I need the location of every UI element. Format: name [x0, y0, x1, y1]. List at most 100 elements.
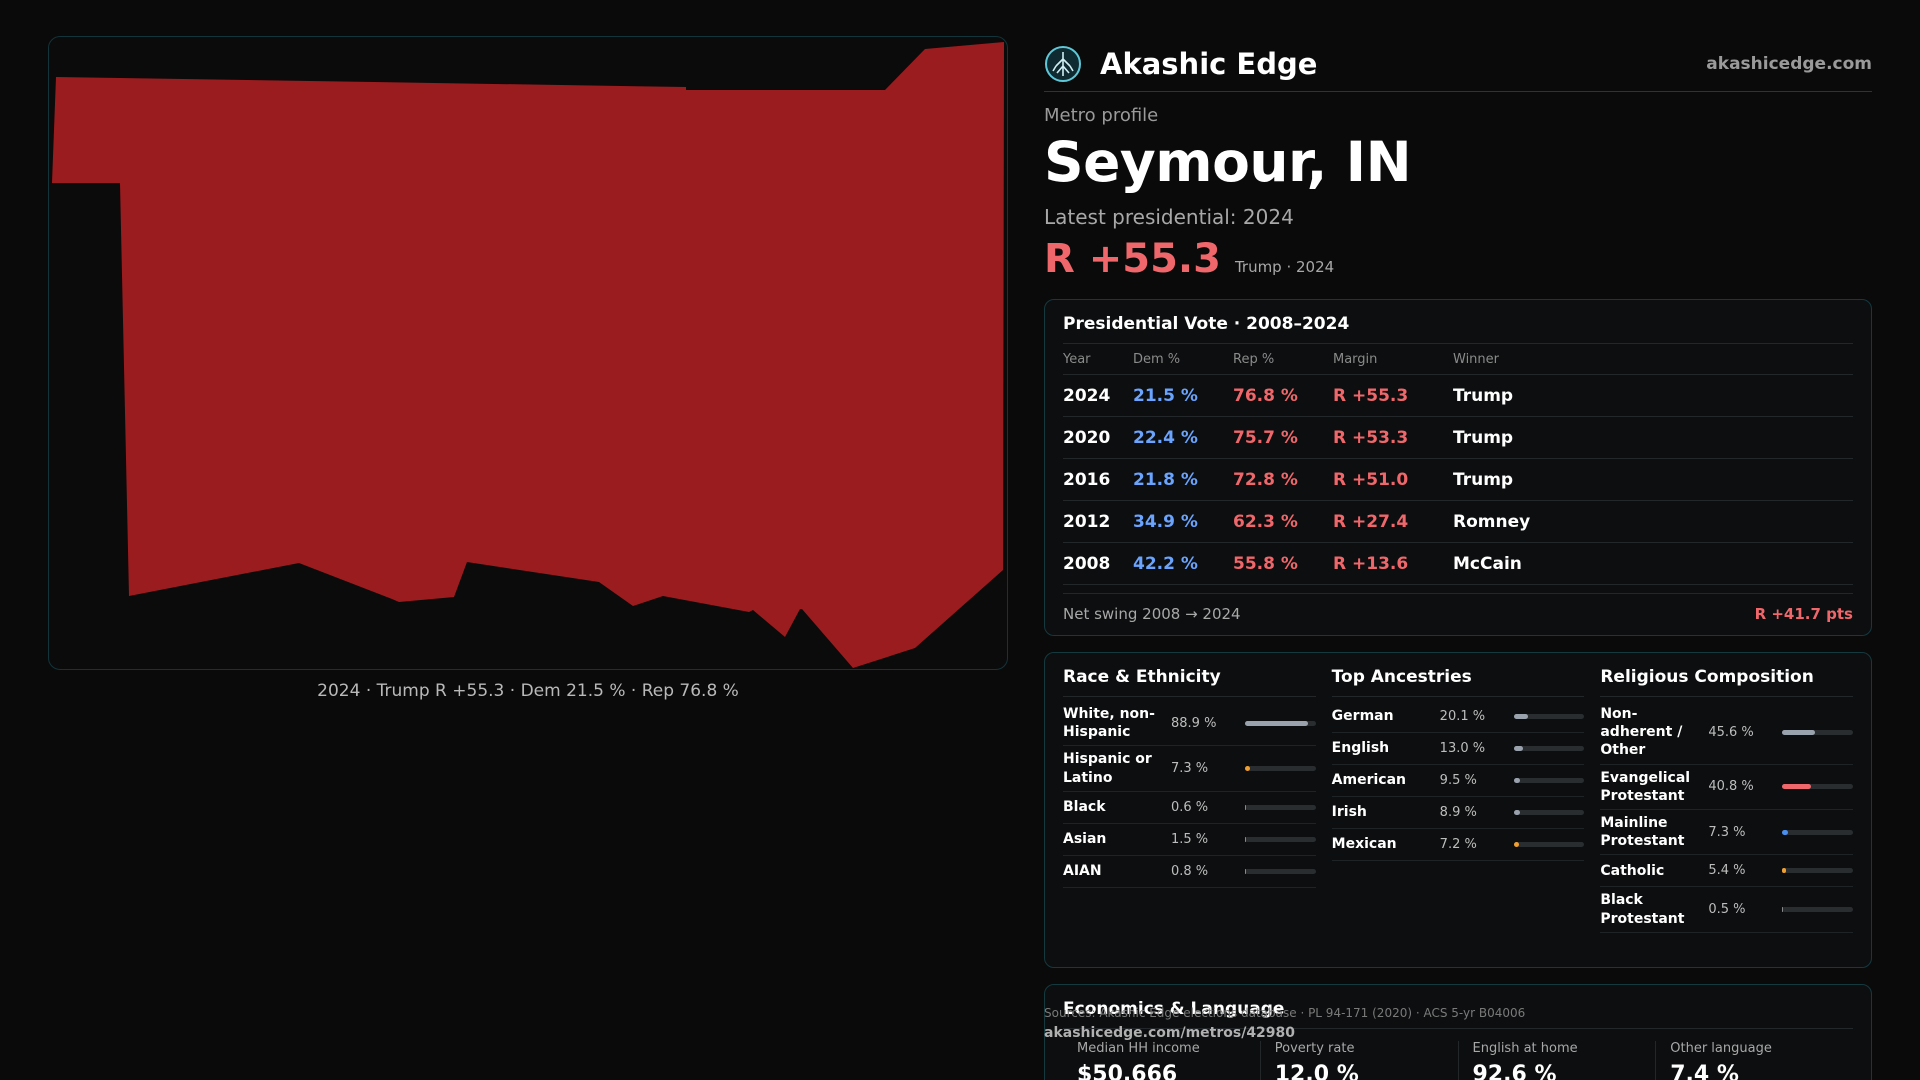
brand-url-link[interactable]: akashicedge.com — [1706, 53, 1872, 74]
table-row: 2016 21.8 % 72.8 % R +51.0 Trump — [1063, 459, 1853, 501]
item-value: 20.1 % — [1439, 709, 1486, 724]
winner-cell: Trump — [1453, 469, 1514, 490]
map-caption: 2024 · Trump R +55.3 · Dem 21.5 % · Rep … — [317, 681, 739, 701]
religion-title: Religious Composition — [1600, 667, 1854, 697]
list-item: Mexican 7.2 % — [1331, 829, 1585, 861]
vote-card-title: Presidential Vote · 2008–2024 — [1063, 314, 1853, 344]
item-value: 88.9 % — [1171, 715, 1217, 731]
item-bar-fill — [1782, 829, 1788, 835]
stat-poverty-rate: Poverty rate 12.0 % — [1259, 1041, 1458, 1080]
dem-cell: 22.4 % — [1133, 427, 1198, 448]
winner-cell: Trump — [1453, 385, 1514, 406]
item-bar-fill — [1782, 729, 1815, 735]
col-margin-header: Margin — [1333, 351, 1378, 367]
item-label: Hispanic or Latino — [1063, 751, 1152, 786]
list-item: AIAN 0.8 % — [1063, 856, 1316, 888]
metro-map[interactable] — [48, 36, 1008, 670]
presidential-vote-card: Presidential Vote · 2008–2024 Year Dem %… — [1044, 299, 1872, 636]
dem-cell: 21.5 % — [1133, 385, 1198, 406]
rep-cell: 72.8 % — [1233, 469, 1298, 490]
item-bar-fill — [1782, 868, 1787, 874]
table-row: 2020 22.4 % 75.7 % R +53.3 Trump — [1063, 417, 1853, 459]
item-value: 0.6 % — [1171, 799, 1209, 815]
list-item: White, non-Hispanic 88.9 % — [1063, 701, 1316, 747]
item-bar-fill — [1245, 804, 1247, 810]
table-row: 2008 42.2 % 55.8 % R +13.6 McCain — [1063, 543, 1853, 585]
page-kicker: Metro profile — [1044, 105, 1159, 126]
item-label: Black Protestant — [1600, 892, 1685, 927]
tree-emblem-icon — [1045, 45, 1081, 82]
stat-other-language: Other language 7.4 % — [1655, 1041, 1853, 1080]
economics-title: Economics & Language — [1063, 999, 1853, 1029]
sources-note: Sources: Akashic Edge elections database… — [1044, 1006, 1526, 1020]
item-label: German — [1331, 708, 1394, 725]
item-bar-track — [1513, 714, 1585, 719]
dem-cell: 34.9 % — [1133, 511, 1198, 532]
item-label: Asian — [1063, 831, 1107, 848]
latest-presidential-label: Latest presidential: 2024 — [1044, 205, 1294, 229]
item-label: Evangelical Protestant — [1600, 769, 1691, 804]
winner-cell: Romney — [1453, 511, 1531, 532]
item-bar-track — [1513, 810, 1585, 815]
page-title: Seymour, IN — [1044, 130, 1412, 194]
item-bar-fill — [1513, 842, 1519, 847]
latest-margin-headline: R +55.3 Trump · 2024 — [1044, 236, 1334, 282]
col-rep-header: Rep % — [1233, 351, 1275, 367]
item-bar-fill — [1245, 836, 1247, 842]
net-swing-value: R +41.7 pts — [1754, 604, 1853, 623]
item-value: 7.3 % — [1171, 761, 1209, 777]
item-value: 0.5 % — [1708, 902, 1746, 917]
ancestries-list: German 20.1 % English 13.0 % American 9.5 % Ir… — [1331, 701, 1585, 861]
item-bar-track — [1782, 729, 1854, 735]
metro-boundary-shape[interactable] — [52, 42, 1004, 668]
margin-cell: R +53.3 — [1333, 427, 1409, 448]
item-bar-track — [1245, 766, 1316, 772]
winner-cell: McCain — [1453, 553, 1522, 574]
item-label: Black — [1063, 799, 1106, 816]
item-bar-fill — [1245, 766, 1251, 772]
list-item: Asian 1.5 % — [1063, 824, 1316, 856]
item-bar-fill — [1782, 784, 1812, 790]
race-ethnicity-title: Race & Ethnicity — [1063, 667, 1316, 697]
economics-card: Economics & Language Median HH income $5… — [1044, 984, 1872, 1080]
item-value: 45.6 % — [1708, 724, 1754, 740]
stat-english-at-home: English at home 92.6 % — [1457, 1041, 1656, 1080]
margin-cell: R +13.6 — [1333, 553, 1409, 574]
item-label: Mexican — [1331, 836, 1397, 853]
item-label: Catholic — [1600, 862, 1665, 879]
metro-permalink[interactable]: akashicedge.com/metros/42980 — [1044, 1025, 1296, 1041]
race-ethnicity-column: Race & Ethnicity White, non-Hispanic 88.9… — [1063, 667, 1316, 953]
item-bar-fill — [1513, 714, 1528, 719]
item-label: English — [1331, 740, 1390, 757]
item-bar-track — [1782, 907, 1854, 912]
table-row: 2012 34.9 % 62.3 % R +27.4 Romney — [1063, 501, 1853, 543]
rep-cell: 55.8 % — [1233, 553, 1298, 574]
religion-column: Religious Composition Non-adherent / Oth… — [1600, 667, 1854, 953]
item-bar-track — [1782, 829, 1854, 835]
item-value: 7.3 % — [1708, 824, 1746, 840]
brand-header: Akashic Edge akashicedge.com — [1044, 36, 1872, 92]
vote-table-header: Year Dem % Rep % Margin Winner — [1063, 344, 1853, 375]
stat-value: $50,666 — [1077, 1062, 1178, 1080]
economics-stats: Median HH income $50,666 Poverty rate 12… — [1063, 1041, 1853, 1080]
col-dem-header: Dem % — [1133, 351, 1181, 367]
year-cell: 2020 — [1063, 427, 1111, 448]
dem-cell: 21.8 % — [1133, 469, 1198, 490]
rep-cell: 62.3 % — [1233, 511, 1298, 532]
item-label: AIAN — [1063, 863, 1102, 880]
demographics-card: Race & Ethnicity White, non-Hispanic 88.9… — [1044, 652, 1872, 968]
item-bar-fill — [1513, 778, 1521, 783]
ancestries-column: Top Ancestries German 20.1 % English 13.0 %… — [1331, 667, 1585, 953]
item-value: 5.4 % — [1708, 863, 1746, 879]
race-ethnicity-list: White, non-Hispanic 88.9 % Hispanic or Lat… — [1063, 701, 1316, 888]
item-label: Irish — [1331, 804, 1367, 821]
list-item: American 9.5 % — [1331, 765, 1585, 797]
stat-value: 92.6 % — [1472, 1062, 1557, 1080]
item-value: 7.2 % — [1439, 837, 1477, 852]
col-year-header: Year — [1063, 351, 1091, 367]
item-bar-fill — [1513, 746, 1523, 751]
latest-margin-note: Trump · 2024 — [1234, 258, 1335, 276]
item-bar-track — [1513, 746, 1585, 751]
margin-cell: R +27.4 — [1333, 511, 1409, 532]
list-item: Catholic 5.4 % — [1600, 855, 1854, 888]
